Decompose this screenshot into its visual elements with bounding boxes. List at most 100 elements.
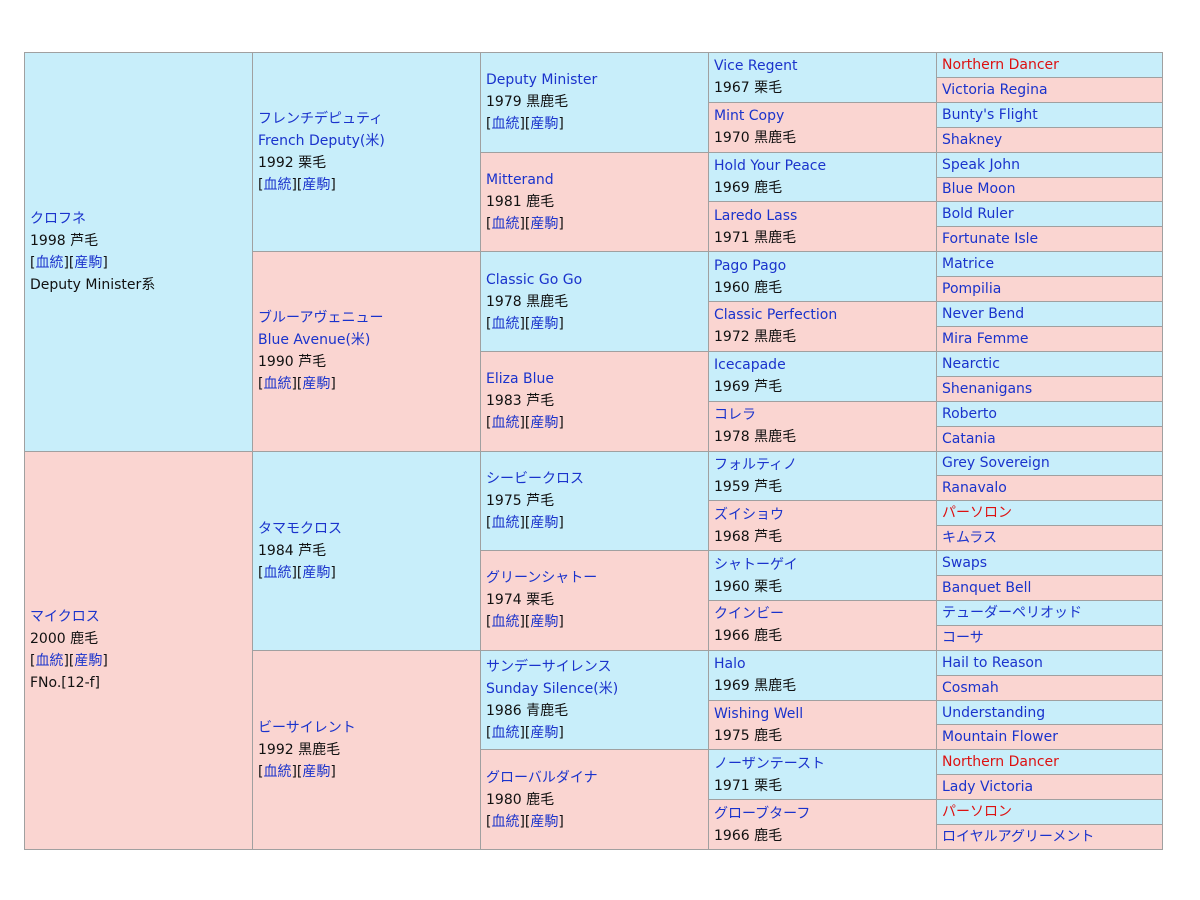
horse-link-en[interactable]: French Deputy(米) xyxy=(258,133,385,150)
birth-info: 1998 芦毛 xyxy=(30,232,99,249)
horse-link[interactable]: Cosmah xyxy=(942,679,999,696)
progeny-link[interactable]: 産駒 xyxy=(530,116,559,133)
horse-link[interactable]: Hold Your Peace xyxy=(714,158,827,175)
horse-link[interactable]: シャトーゲイ xyxy=(714,556,798,573)
horse-link[interactable]: Bold Ruler xyxy=(942,206,1014,223)
horse-link[interactable]: Lady Victoria xyxy=(942,779,1034,796)
horse-link-inbreed[interactable]: パーソロン xyxy=(942,505,1012,522)
pedigree-link[interactable]: 血統 xyxy=(263,763,292,780)
horse-link[interactable]: Classic Go Go xyxy=(486,271,583,288)
horse-link[interactable]: Matrice xyxy=(942,256,995,273)
horse-link[interactable]: Ranavalo xyxy=(942,480,1007,497)
horse-link[interactable]: Hail to Reason xyxy=(942,654,1043,671)
horse-link[interactable]: コーサ xyxy=(942,629,984,646)
pedigree-link[interactable]: 血統 xyxy=(263,376,292,393)
progeny-link[interactable]: 産駒 xyxy=(530,215,559,232)
horse-link[interactable]: コレラ xyxy=(714,407,756,424)
progeny-link[interactable]: 産駒 xyxy=(530,315,559,332)
pedigree-link[interactable]: 血統 xyxy=(35,653,64,670)
pedigree-link[interactable]: 血統 xyxy=(491,514,520,531)
progeny-link[interactable]: 産駒 xyxy=(530,725,559,742)
horse-link[interactable]: ビーサイレント xyxy=(258,719,356,736)
horse-link[interactable]: Deputy Minister xyxy=(486,72,598,89)
horse-link[interactable]: Shenanigans xyxy=(942,380,1033,397)
pedigree-link[interactable]: 血統 xyxy=(35,254,64,271)
horse-link[interactable]: Laredo Lass xyxy=(714,207,798,224)
horse-link[interactable]: Understanding xyxy=(942,704,1046,721)
horse-link[interactable]: Speak John xyxy=(942,156,1020,173)
horse-link[interactable]: Wishing Well xyxy=(714,705,804,722)
horse-link[interactable]: Banquet Bell xyxy=(942,579,1032,596)
progeny-link[interactable]: 産駒 xyxy=(530,514,559,531)
horse-link[interactable]: Victoria Regina xyxy=(942,81,1048,98)
sire-cell: クロフネ 1998 芦毛 [血統][産駒] Deputy Minister系 xyxy=(24,52,253,452)
horse-link[interactable]: ズイショウ xyxy=(714,506,784,523)
horse-link-en[interactable]: Sunday Silence(米) xyxy=(486,681,619,698)
pedigree-link[interactable]: 血統 xyxy=(491,415,520,432)
horse-link[interactable]: Mint Copy xyxy=(714,108,785,125)
progeny-link[interactable]: 産駒 xyxy=(302,376,331,393)
horse-link[interactable]: フレンチデピュティ xyxy=(258,111,384,128)
gen3-cell: グリーンシャトー 1974 栗毛 [血統][産駒] xyxy=(480,550,709,651)
gen5-cell: Bunty's Flight xyxy=(936,101,1163,128)
horse-link[interactable]: Grey Sovereign xyxy=(942,455,1050,472)
horse-link[interactable]: Mountain Flower xyxy=(942,729,1058,746)
horse-link[interactable]: グリーンシャトー xyxy=(486,570,598,587)
progeny-link[interactable]: 産駒 xyxy=(302,763,331,780)
pedigree-link[interactable]: 血統 xyxy=(491,116,520,133)
horse-link[interactable]: Mitterand xyxy=(486,171,554,188)
horse-link[interactable]: Bunty's Flight xyxy=(942,106,1038,123)
horse-link[interactable]: Pago Pago xyxy=(714,257,787,274)
horse-link[interactable]: Fortunate Isle xyxy=(942,231,1039,248)
progeny-link[interactable]: 産駒 xyxy=(74,653,103,670)
horse-link-inbreed[interactable]: Northern Dancer xyxy=(942,754,1059,771)
horse-link[interactable]: Nearctic xyxy=(942,355,1000,372)
horse-link[interactable]: Roberto xyxy=(942,405,997,422)
progeny-link[interactable]: 産駒 xyxy=(530,813,559,830)
pedigree-link[interactable]: 血統 xyxy=(491,813,520,830)
horse-link[interactable]: サンデーサイレンス xyxy=(486,659,612,676)
horse-link[interactable]: Blue Moon xyxy=(942,181,1016,198)
horse-link-inbreed[interactable]: パーソロン xyxy=(942,804,1012,821)
progeny-link[interactable]: 産駒 xyxy=(530,614,559,631)
horse-link[interactable]: クロフネ xyxy=(30,210,86,227)
pedigree-link[interactable]: 血統 xyxy=(263,177,292,194)
horse-link[interactable]: マイクロス xyxy=(30,609,100,626)
horse-link[interactable]: テューダーペリオッド xyxy=(942,604,1082,621)
progeny-link[interactable]: 産駒 xyxy=(302,177,331,194)
horse-link[interactable]: Catania xyxy=(942,430,996,447)
horse-link[interactable]: ロイヤルアグリーメント xyxy=(942,829,1095,846)
horse-link[interactable]: クインビー xyxy=(714,606,784,623)
horse-link[interactable]: Mira Femme xyxy=(942,330,1029,347)
horse-link[interactable]: Halo xyxy=(714,656,746,673)
horse-link[interactable]: Eliza Blue xyxy=(486,371,554,388)
horse-link[interactable]: Classic Perfection xyxy=(714,307,838,324)
gen5-cell: ロイヤルアグリーメント xyxy=(936,824,1163,850)
grand-dam-cell: ビーサイレント 1992 黒鹿毛 [血統][産駒] xyxy=(252,649,481,851)
horse-link[interactable]: グローバルダイナ xyxy=(486,769,598,786)
link-group: [血統][産駒] xyxy=(486,415,564,432)
horse-link-en[interactable]: Blue Avenue(米) xyxy=(258,332,371,349)
progeny-link[interactable]: 産駒 xyxy=(302,564,331,581)
horse-link[interactable]: ノーザンテースト xyxy=(714,755,826,772)
horse-link[interactable]: ブルーアヴェニュー xyxy=(258,310,384,327)
horse-link-inbreed[interactable]: Northern Dancer xyxy=(942,56,1059,73)
horse-link[interactable]: タマモクロス xyxy=(258,520,342,537)
horse-link[interactable]: Icecapade xyxy=(714,357,786,374)
pedigree-link[interactable]: 血統 xyxy=(491,215,520,232)
horse-link[interactable]: Vice Regent xyxy=(714,58,798,75)
horse-link[interactable]: Shakney xyxy=(942,131,1003,148)
horse-link[interactable]: グローブターフ xyxy=(714,805,811,822)
horse-link[interactable]: キムラス xyxy=(942,530,998,547)
pedigree-link[interactable]: 血統 xyxy=(491,725,520,742)
horse-link[interactable]: フォルティノ xyxy=(714,456,798,473)
horse-link[interactable]: Pompilia xyxy=(942,281,1002,298)
pedigree-link[interactable]: 血統 xyxy=(491,315,520,332)
horse-link[interactable]: Never Bend xyxy=(942,306,1025,323)
horse-link[interactable]: Swaps xyxy=(942,555,988,572)
horse-link[interactable]: シービークロス xyxy=(486,470,584,487)
pedigree-link[interactable]: 血統 xyxy=(491,614,520,631)
pedigree-link[interactable]: 血統 xyxy=(263,564,292,581)
progeny-link[interactable]: 産駒 xyxy=(74,254,103,271)
progeny-link[interactable]: 産駒 xyxy=(530,415,559,432)
